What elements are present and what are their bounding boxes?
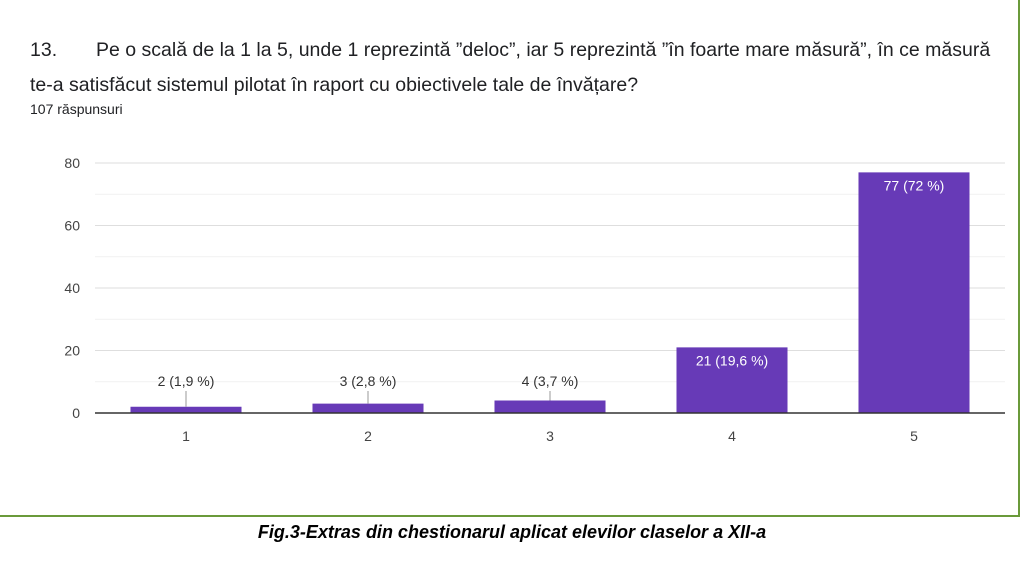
data-label: 3 (2,8 %) xyxy=(340,373,397,389)
x-tick-label: 2 xyxy=(364,428,372,444)
figure-caption: Fig.3-Extras din chestionarul aplicat el… xyxy=(257,522,767,542)
y-tick-label: 0 xyxy=(72,405,80,421)
y-tick-label: 60 xyxy=(64,218,80,234)
data-label: 21 (19,6 %) xyxy=(696,352,768,368)
bar xyxy=(312,403,424,413)
question-text: Pe o scală de la 1 la 5, unde 1 reprezin… xyxy=(30,39,991,96)
x-tick-label: 4 xyxy=(728,428,736,444)
bar xyxy=(494,400,606,413)
data-label: 2 (1,9 %) xyxy=(158,373,215,389)
data-label: 4 (3,7 %) xyxy=(522,373,579,389)
figure-frame xyxy=(0,0,1020,517)
x-tick-label: 5 xyxy=(910,428,918,444)
x-tick-label: 3 xyxy=(546,428,554,444)
y-tick-label: 80 xyxy=(64,155,80,171)
bar xyxy=(858,172,970,413)
bar xyxy=(676,347,788,413)
y-tick-label: 20 xyxy=(64,343,80,359)
question-title: 13. Pe o scală de la 1 la 5, unde 1 repre… xyxy=(30,33,1010,103)
bar xyxy=(130,406,242,413)
y-tick-label: 40 xyxy=(64,280,80,296)
x-tick-label: 1 xyxy=(182,428,190,444)
response-count: 107 răspunsuri xyxy=(30,101,123,117)
question-number: 13. xyxy=(30,39,58,61)
data-label: 77 (72 %) xyxy=(884,177,945,193)
